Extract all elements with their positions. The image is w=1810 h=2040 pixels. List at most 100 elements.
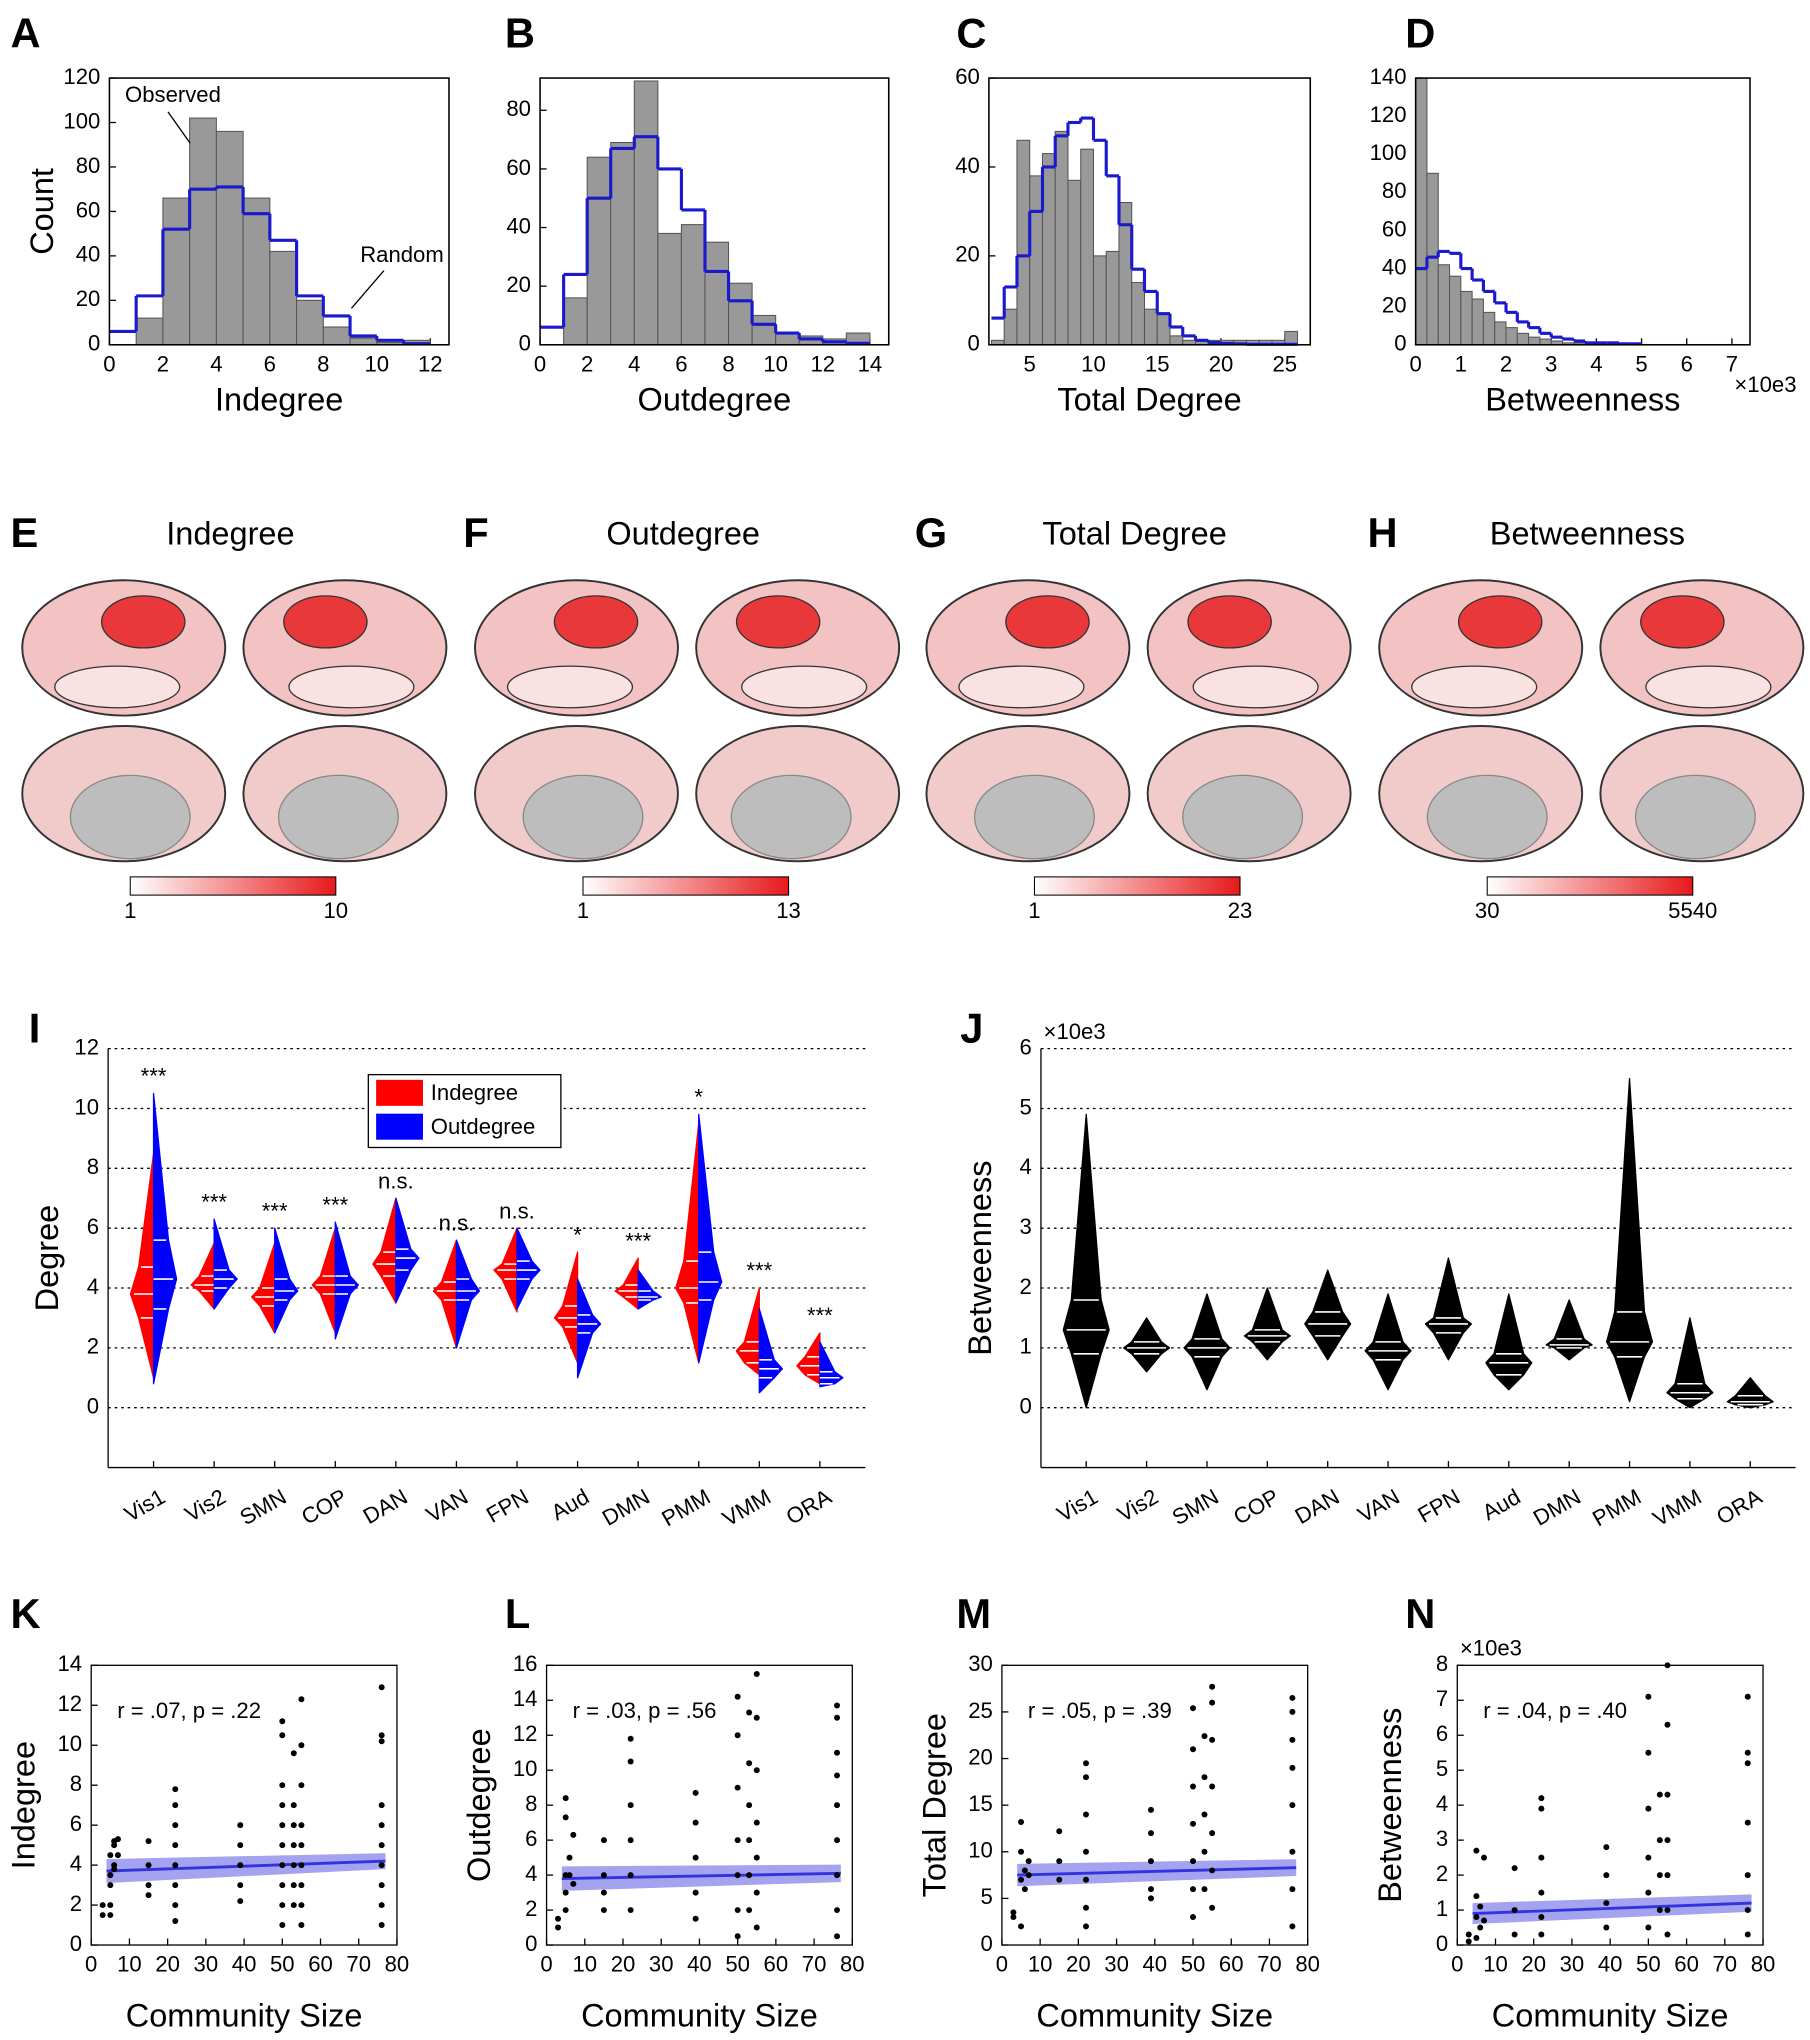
point: [290, 1750, 297, 1757]
point: [600, 1907, 607, 1914]
fit-ci-band: [561, 1864, 841, 1891]
y-axis-label: Betweenness: [1372, 1708, 1408, 1903]
point: [298, 1696, 305, 1703]
x-tick-label: 14: [858, 351, 883, 376]
x-tick-label: ORA: [782, 1484, 836, 1530]
point: [1010, 1914, 1017, 1921]
x-tick-label: 80: [1751, 1952, 1776, 1977]
significance-label: ***: [141, 1064, 167, 1089]
point: [172, 1802, 179, 1809]
violin-body: [1485, 1293, 1533, 1391]
point: [298, 1842, 305, 1849]
panel-letter: N: [1405, 1590, 1435, 1637]
bar: [1143, 308, 1158, 346]
brain-temporal: [1192, 665, 1319, 709]
brain-hotspot: [553, 595, 639, 649]
point: [1538, 1889, 1545, 1896]
point: [555, 1924, 562, 1931]
point: [237, 1822, 244, 1829]
y-tick-label: 8: [525, 1791, 537, 1816]
x-tick-label: 0: [103, 351, 115, 376]
x-tick-label: 30: [649, 1952, 674, 1977]
x-tick-label: 15: [1145, 351, 1170, 376]
y-tick-label: 14: [513, 1686, 538, 1711]
point: [107, 1872, 114, 1879]
axes-frame: [1414, 77, 1751, 346]
point: [1465, 1938, 1472, 1945]
point: [1481, 1917, 1488, 1924]
point: [145, 1892, 152, 1899]
bar: [1415, 77, 1428, 346]
significance-label: ***: [746, 1258, 772, 1283]
legend-swatch: [376, 1113, 423, 1140]
point: [378, 1802, 385, 1809]
bar: [751, 314, 777, 346]
bar: [269, 250, 298, 346]
point: [627, 1907, 634, 1914]
point: [834, 1749, 841, 1756]
colorbar-label: 13: [776, 898, 801, 923]
brain-hotspot: [100, 595, 186, 649]
panel-title: Total Degree: [1042, 516, 1226, 552]
y-tick-label: 5: [1436, 1756, 1448, 1781]
brain-hotspot: [1457, 595, 1543, 649]
x-tick-label: 5: [1024, 351, 1036, 376]
bar: [1482, 311, 1496, 346]
point: [692, 1915, 699, 1922]
y-tick-label: 12: [513, 1721, 538, 1746]
y-tick-label: 10: [58, 1731, 83, 1756]
y-tick-label: 0: [1020, 1394, 1032, 1419]
x-tick-label: 30: [194, 1952, 219, 1977]
x-axis-label: Outdegree: [638, 382, 792, 418]
point: [145, 1862, 152, 1869]
panel-letter: I: [29, 1005, 41, 1052]
axes-frame: [539, 77, 890, 346]
annotation-pointer: [350, 270, 385, 309]
point: [692, 1789, 699, 1796]
significance-label: *: [573, 1222, 582, 1247]
x-tick-label: 40: [1598, 1952, 1623, 1977]
x-tick-label: 30: [1104, 1952, 1129, 1977]
x-tick-label: 2: [581, 351, 593, 376]
y-tick-label: 16: [513, 1651, 538, 1676]
point: [1289, 1848, 1296, 1855]
point: [1025, 1872, 1032, 1879]
point: [237, 1862, 244, 1869]
x-axis-label: Betweenness: [1485, 382, 1680, 418]
colorbar: [1486, 876, 1694, 896]
y-tick-label: 100: [1370, 140, 1407, 165]
point: [1603, 1900, 1610, 1907]
y-tick-label: 7: [1436, 1686, 1448, 1711]
y-tick-label: 80: [76, 153, 101, 178]
violin-body: [819, 1341, 844, 1388]
bar: [1169, 335, 1184, 346]
violin-body: [432, 1239, 458, 1349]
x-tick-label: 20: [611, 1952, 636, 1977]
point: [627, 1837, 634, 1844]
bar: [657, 232, 682, 346]
significance-label: ***: [262, 1198, 288, 1223]
y-tick-label: 8: [87, 1154, 99, 1179]
colorbar-label: 10: [324, 898, 349, 923]
x-tick-label: 7: [1726, 351, 1738, 376]
legend-label: Indegree: [431, 1080, 518, 1105]
brain-temporal: [54, 665, 181, 709]
x-tick-label: 0: [1451, 1952, 1463, 1977]
point: [1289, 1694, 1296, 1701]
violin-body: [1304, 1269, 1352, 1361]
x-tick-label: COP: [297, 1484, 351, 1530]
panel-letter: F: [463, 509, 488, 556]
point: [378, 1842, 385, 1849]
x-tick-label: 2: [157, 351, 169, 376]
y-tick-label: 120: [63, 64, 100, 89]
point: [1201, 1774, 1208, 1781]
y-tick-label: 1: [1436, 1896, 1448, 1921]
point: [290, 1882, 297, 1889]
y-tick-label: 14: [58, 1651, 83, 1676]
y-axis-label: Count: [24, 168, 60, 255]
point: [279, 1782, 286, 1789]
brain-temporal: [1645, 665, 1772, 709]
significance-label: ***: [807, 1303, 833, 1328]
y-tick-label: 6: [70, 1811, 82, 1836]
point: [279, 1802, 286, 1809]
